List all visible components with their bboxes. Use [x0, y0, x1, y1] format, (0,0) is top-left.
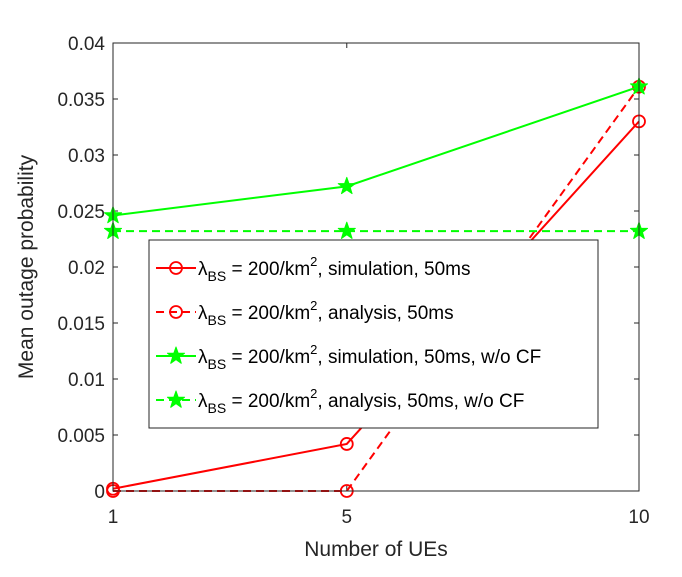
legend-label-symbol: λ [198, 347, 208, 368]
legend-entry: λBS = 200/km2, analysis, 50ms [156, 298, 454, 328]
legend-marker [166, 390, 186, 408]
legend-label-rest: , analysis, 50ms [317, 303, 453, 324]
x-tick-label: 5 [341, 507, 352, 528]
y-tick-label: 0 [94, 482, 105, 503]
legend-label: λBS = 200/km2, analysis, 50ms, w/o CF [198, 386, 524, 416]
y-tick-label: 0.035 [57, 90, 105, 111]
legend-entry: λBS = 200/km2, simulation, 50ms [156, 254, 471, 284]
legend-box [148, 239, 599, 429]
y-axis-title: Mean outage probability [15, 154, 38, 379]
series-line [112, 120, 640, 490]
legend-label-symbol: λ [198, 303, 208, 324]
x-axis-title: Number of UEs [304, 538, 448, 561]
legend-label: λBS = 200/km2, analysis, 50ms [198, 298, 454, 328]
plot-frame [112, 42, 640, 492]
legend-label-subscript: BS [208, 268, 227, 284]
y-tick-label: 0.01 [68, 370, 105, 391]
legend-label-superscript: 2 [310, 342, 317, 357]
legend-label-superscript: 2 [310, 254, 317, 269]
legend-label-subscript: BS [208, 356, 227, 372]
legend-label-rest: , analysis, 50ms, w/o CF [317, 391, 524, 412]
y-tick-label: 0.025 [57, 202, 105, 223]
data-point-marker [337, 221, 356, 239]
legend-label-text: = 200/km [226, 391, 310, 412]
legend-label-text: = 200/km [226, 303, 310, 324]
y-tick-label: 0.02 [68, 258, 105, 279]
y-tick-label: 0.005 [57, 426, 105, 447]
series-line [113, 86, 640, 492]
y-tick-label: 0.03 [68, 146, 105, 167]
legend-label: λBS = 200/km2, simulation, 50ms [198, 254, 471, 284]
legend-entry: λBS = 200/km2, analysis, 50ms, w/o CF [156, 386, 524, 416]
legend-label: λBS = 200/km2, simulation, 50ms, w/o CF [198, 342, 541, 372]
legend-marker [166, 346, 186, 364]
legend-entry: λBS = 200/km2, simulation, 50ms, w/o CF [156, 342, 541, 372]
legend-label-text: = 200/km [226, 259, 310, 280]
legend-label-rest: , simulation, 50ms [317, 259, 470, 280]
x-tick-label: 10 [628, 507, 649, 528]
data-point-marker [337, 176, 356, 195]
legend-label-symbol: λ [198, 391, 208, 412]
legend-label-text: = 200/km [226, 347, 310, 368]
y-tick-label: 0.015 [57, 314, 105, 335]
x-tick-label: 1 [108, 507, 119, 528]
legend-label-superscript: 2 [310, 298, 317, 313]
y-tick-label: 0.04 [68, 34, 105, 55]
legend-marker [169, 305, 183, 319]
legend-marker [169, 261, 183, 275]
legend-label-symbol: λ [198, 259, 208, 280]
legend-label-superscript: 2 [310, 386, 317, 401]
legend-label-rest: , simulation, 50ms, w/o CF [317, 347, 541, 368]
legend-label-subscript: BS [208, 400, 227, 416]
legend-label-subscript: BS [208, 312, 227, 328]
data-point-marker [339, 437, 354, 451]
